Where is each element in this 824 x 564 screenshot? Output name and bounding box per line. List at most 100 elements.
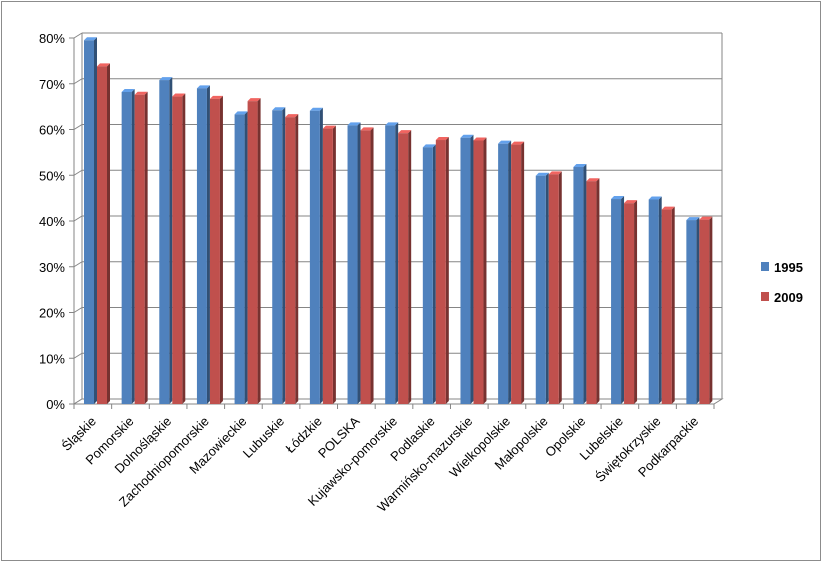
bar-top: [322, 125, 336, 129]
legend-label: 2009: [774, 290, 803, 305]
bars: [84, 37, 713, 405]
bar-top: [548, 171, 562, 175]
bar-front: [285, 117, 296, 405]
bar-top: [661, 206, 675, 210]
bar-side: [696, 217, 700, 404]
bar-1995-14: [611, 196, 625, 404]
y-axis: 0% 10% 20% 30% 40% 50% 60% 70% 80%: [39, 31, 75, 412]
bar-1995-9: [422, 144, 436, 404]
bar-side: [332, 125, 336, 405]
bar-top: [385, 122, 399, 126]
gridline-side: [73, 261, 83, 268]
bar-2009-3: [209, 95, 223, 404]
bar-top: [422, 144, 436, 148]
bar-side: [295, 114, 299, 405]
bar-front: [548, 174, 559, 404]
bar-2009-0: [97, 63, 110, 405]
bar-top: [511, 141, 525, 145]
y-tick-label: 50%: [39, 168, 65, 183]
gridline-side: [73, 215, 83, 222]
bar-2009-13: [586, 178, 600, 404]
y-tick-label: 60%: [39, 123, 65, 138]
bar-front: [422, 147, 433, 404]
x-tick-label: Lubuskie: [240, 414, 287, 461]
bar-front: [385, 125, 396, 404]
bar-1995-6: [309, 107, 323, 405]
bar-top: [460, 134, 474, 138]
legend-swatch: [761, 262, 769, 271]
y-tick-label: 30%: [39, 260, 65, 275]
bar-top: [498, 140, 512, 144]
bar-1995-1: [121, 88, 135, 405]
gridline-side: [73, 124, 83, 130]
gridline-side: [73, 32, 83, 39]
bar-front: [511, 144, 522, 404]
bar-front: [586, 181, 597, 404]
bar-top: [97, 63, 110, 67]
bar-front: [435, 140, 446, 404]
bar-top: [234, 111, 248, 115]
y-tick-label: 70%: [39, 77, 65, 92]
bar-side: [319, 107, 323, 405]
bar-1995-4: [234, 111, 248, 404]
bar-side: [370, 127, 374, 404]
bar-top: [535, 172, 549, 176]
gridline-side: [73, 78, 83, 85]
bar-top: [134, 91, 148, 95]
bar-side: [257, 98, 261, 404]
bar-top: [172, 93, 186, 97]
bar-side: [671, 206, 675, 404]
bar-front: [624, 203, 635, 404]
bar-1995-8: [385, 122, 399, 404]
bar-side: [357, 122, 361, 404]
bar-1995-15: [648, 196, 662, 404]
bar-2009-4: [247, 98, 261, 404]
bar-front: [172, 96, 183, 404]
y-tick-label: 10%: [39, 351, 65, 366]
bar-side: [545, 172, 549, 404]
bar-front: [209, 98, 220, 404]
bar-1995-16: [686, 217, 700, 404]
bar-side: [558, 171, 562, 404]
bar-top: [686, 217, 700, 221]
gridline-side: [73, 307, 83, 313]
bar-1995-2: [159, 77, 173, 404]
bar-side: [107, 63, 110, 405]
bar-2009-10: [473, 137, 487, 405]
bar-front: [84, 40, 94, 404]
bar-side: [144, 91, 148, 404]
bar-side: [432, 144, 436, 404]
bar-1995-10: [460, 134, 474, 405]
bar-front: [309, 110, 320, 405]
bar-front: [699, 219, 710, 404]
bar-front: [535, 175, 546, 404]
bar-2009-2: [172, 93, 186, 404]
bar-1995-13: [573, 164, 587, 404]
y-tick-label: 40%: [39, 214, 65, 229]
legend-label: 1995: [774, 260, 803, 275]
bar-side: [219, 95, 223, 404]
bar-1995-12: [535, 172, 549, 404]
legend-swatch: [761, 292, 769, 301]
bar-2009-15: [661, 206, 675, 404]
legend: 1995 2009: [761, 260, 803, 305]
bar-front: [159, 80, 170, 404]
bar-top: [611, 196, 625, 200]
bar-2009-9: [435, 137, 449, 404]
bar-2009-7: [360, 127, 374, 405]
bar-side: [94, 37, 97, 404]
bar-top: [159, 77, 173, 81]
bar-side: [182, 93, 186, 404]
bar-2009-11: [511, 141, 525, 404]
bar-top: [398, 130, 412, 134]
bar-front: [322, 128, 333, 404]
bar-top: [586, 178, 600, 182]
bar-top: [347, 122, 361, 126]
bar-side: [709, 216, 713, 404]
bar-top: [648, 196, 662, 200]
bar-side: [282, 107, 286, 404]
bar-side: [206, 85, 210, 404]
bar-side: [521, 141, 525, 404]
y-tick-label: 80%: [39, 31, 65, 46]
